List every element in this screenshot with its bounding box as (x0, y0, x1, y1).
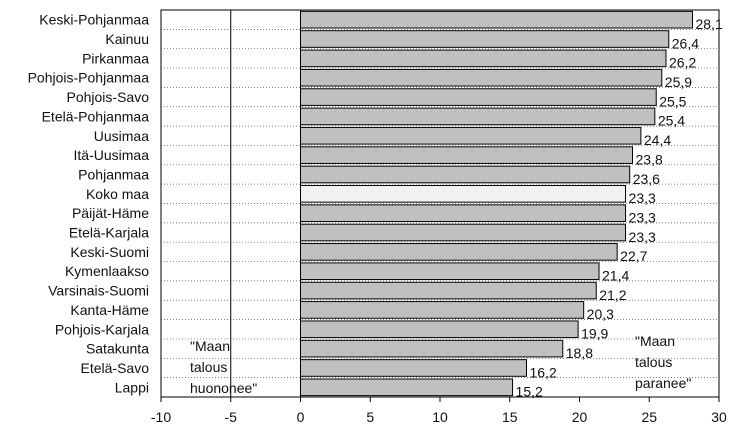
value-label: 21,4 (602, 268, 629, 284)
category-label: Etelä-Pohjanmaa (42, 108, 150, 124)
category-label: Pirkanmaa (82, 50, 149, 66)
category-label: Pohjois-Karjala (55, 321, 149, 337)
value-label: 26,2 (669, 55, 696, 71)
bar (300, 49, 667, 68)
value-label: 26,4 (672, 35, 699, 51)
value-label: 22,7 (620, 248, 647, 264)
category-label: Pohjanmaa (78, 166, 149, 182)
category-label: Keski-Suomi (70, 244, 149, 260)
bar (300, 204, 627, 222)
value-label: 19,9 (581, 326, 608, 342)
value-label: 24,4 (644, 132, 671, 148)
bar (300, 359, 527, 377)
category-label: Kainuu (105, 31, 149, 47)
category-label: Pohjois-Savo (67, 89, 150, 105)
value-label: 25,9 (665, 74, 692, 90)
bar (300, 243, 618, 261)
value-label: 25,5 (659, 93, 686, 109)
category-label: Pohjois-Pohjanmaa (28, 70, 150, 86)
labels-layer: -10 -5 0 5 10 15 20 25 30 28,1 Keski-Pohjanmaa 26,4… (28, 12, 727, 425)
category-label: Päijät-Häme (72, 205, 149, 221)
category-label: Kymenlaakso (65, 263, 149, 279)
x-tick-label: 30 (711, 409, 727, 425)
bar (300, 88, 657, 106)
value-label: 21,2 (599, 287, 626, 303)
annotation-right-line-3: paranee" (635, 375, 691, 391)
x-tick-label: 5 (366, 409, 374, 425)
x-tick-label: 15 (502, 409, 518, 425)
bar (300, 165, 631, 184)
x-tick-label: 25 (641, 409, 657, 425)
bar (300, 126, 642, 145)
bar (300, 281, 597, 300)
category-label: Satakunta (86, 341, 149, 357)
value-label: 18,8 (566, 345, 593, 361)
bars-layer (300, 10, 693, 397)
value-label: 23,8 (636, 151, 663, 167)
x-tick-label: 10 (432, 409, 448, 425)
value-label: 23,3 (629, 229, 656, 245)
category-label: Koko maa (86, 186, 149, 202)
x-tick-label: -5 (225, 409, 238, 425)
annotation-left-line-2: talous (190, 359, 227, 375)
bar (300, 378, 514, 397)
value-label: 16,2 (529, 364, 556, 380)
bar (300, 107, 656, 126)
category-label: Keski-Pohjanmaa (39, 12, 149, 28)
x-tick-label: 0 (297, 409, 305, 425)
bar (300, 10, 693, 29)
category-label: Uusimaa (94, 128, 149, 144)
bar (300, 68, 663, 87)
value-label: 23,3 (629, 190, 656, 206)
value-label: 23,3 (629, 209, 656, 225)
value-label: 23,6 (633, 171, 660, 187)
category-label: Etelä-Savo (81, 360, 150, 376)
annotation-left-line-3: huononee" (190, 380, 257, 396)
value-label: 20,3 (587, 306, 614, 322)
value-label: 28,1 (695, 16, 722, 32)
bar (300, 30, 670, 48)
bar (300, 301, 585, 319)
x-tick-label: -10 (151, 409, 171, 425)
category-label: Varsinais-Suomi (48, 283, 149, 299)
bar (300, 262, 600, 281)
category-label: Kanta-Häme (70, 302, 149, 318)
annotation-left: "Maan talous huononee" (190, 338, 257, 396)
value-label: 15,2 (516, 384, 543, 400)
annotation-right-line-2: talous (635, 354, 672, 370)
bar (300, 339, 564, 358)
grid-layer (160, 9, 720, 402)
annotation-right: "Maan talous paranee" (635, 333, 691, 391)
bar (300, 223, 627, 242)
bar (300, 146, 634, 164)
x-tick-label: 20 (572, 409, 588, 425)
annotation-left-line-1: "Maan (190, 338, 230, 354)
bar (300, 185, 627, 203)
category-label: Itä-Uusimaa (74, 147, 150, 163)
category-label: Lappi (115, 379, 149, 395)
value-label: 25,4 (658, 113, 685, 129)
bar (300, 320, 579, 339)
category-label: Etelä-Karjala (69, 225, 149, 241)
annotation-right-line-1: "Maan (635, 333, 675, 349)
